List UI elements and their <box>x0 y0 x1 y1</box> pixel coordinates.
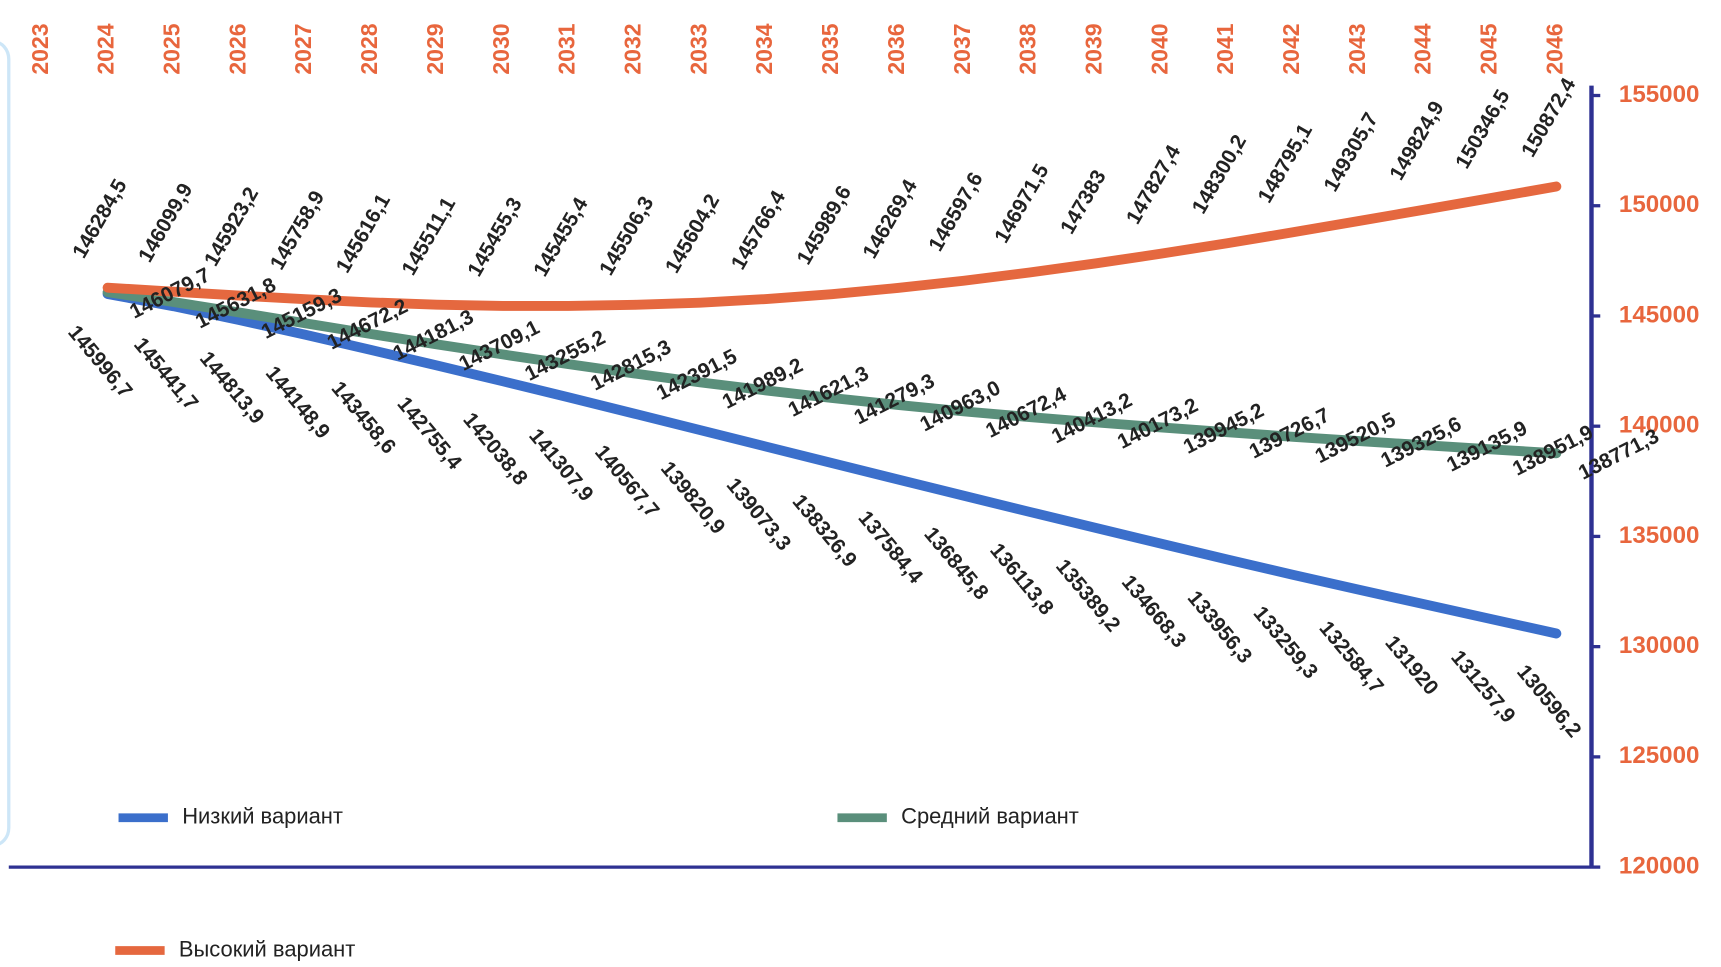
x-tick-label: 2027 <box>290 23 316 74</box>
data-label: 137584,4 <box>854 507 928 589</box>
legend-label: Высокий вариант <box>179 936 355 961</box>
data-label: 145996,7 <box>63 321 137 402</box>
y-tick-label: 125000 <box>1619 742 1700 769</box>
data-label: 145511,1 <box>397 193 460 279</box>
data-label: 145604,2 <box>661 190 724 277</box>
data-label: 146269,4 <box>858 175 922 262</box>
data-label: 150872,4 <box>1517 74 1581 161</box>
x-tick-label: 2034 <box>751 23 777 74</box>
x-tick-label: 2043 <box>1344 23 1370 74</box>
data-label: 130596,2 <box>1512 661 1586 742</box>
y-tick-label: 130000 <box>1619 632 1700 659</box>
x-tick-label: 2029 <box>422 23 448 74</box>
x-tick-label: 2039 <box>1080 23 1106 74</box>
x-tick-label: 2035 <box>817 23 843 74</box>
data-label: 142755,4 <box>393 393 467 475</box>
x-tick-label: 2026 <box>224 23 250 74</box>
y-tick-label: 140000 <box>1619 412 1700 439</box>
x-tick-label: 2044 <box>1410 23 1436 74</box>
data-label: 141307,9 <box>524 424 598 505</box>
data-label: 145441,7 <box>129 333 203 414</box>
data-label: 131257,9 <box>1446 646 1520 727</box>
data-label: 145923,2 <box>200 183 263 270</box>
x-tick-label: 2033 <box>685 23 711 74</box>
x-tick-label: 2028 <box>356 23 382 74</box>
y-tick-label: 155000 <box>1619 81 1700 108</box>
data-label: 145455,4 <box>529 193 593 280</box>
x-tick-label: 2036 <box>883 23 909 74</box>
data-label: 133956,3 <box>1183 587 1257 668</box>
data-label: 139820,9 <box>656 457 730 538</box>
data-label: 135389,2 <box>1051 555 1125 636</box>
frame <box>0 41 11 846</box>
x-tick-label: 2032 <box>619 23 645 74</box>
legend-label: Средний вариант <box>901 804 1079 829</box>
data-label: 145766,4 <box>727 186 791 273</box>
data-label: 136113,8 <box>985 539 1058 620</box>
data-label: 138326,9 <box>788 490 862 571</box>
x-tick-label: 2046 <box>1541 23 1567 74</box>
x-tick-label: 2030 <box>488 23 514 74</box>
y-tick-label: 135000 <box>1619 522 1700 549</box>
x-tick-label: 2041 <box>1212 23 1238 74</box>
data-label: 147827,4 <box>1122 141 1186 228</box>
data-label: 136845,8 <box>919 523 993 604</box>
data-label: 131920 <box>1380 631 1442 699</box>
y-tick-label: 145000 <box>1619 301 1700 328</box>
data-label: 132584,7 <box>1315 617 1389 698</box>
x-tick-label: 2038 <box>1015 23 1041 74</box>
data-label: 146284,5 <box>68 175 132 262</box>
data-label: 145758,9 <box>266 187 329 274</box>
data-label: 144148,9 <box>261 362 335 443</box>
data-label: 149305,7 <box>1319 109 1382 196</box>
y-tick-label: 120000 <box>1619 852 1700 879</box>
x-tick-label: 2037 <box>949 23 975 74</box>
x-tick-label: 2025 <box>159 23 185 74</box>
data-label: 140567,7 <box>590 441 664 522</box>
data-label: 145455,3 <box>463 194 526 281</box>
data-label: 145989,6 <box>793 182 856 269</box>
data-label: 143458,6 <box>327 377 401 458</box>
data-label: 133259,3 <box>1249 602 1323 683</box>
data-label: 139073,3 <box>722 474 796 555</box>
data-label: 145616,1 <box>332 190 396 277</box>
series-line <box>102 289 1562 639</box>
series-line <box>102 181 1562 311</box>
x-tick-label: 2023 <box>27 23 53 74</box>
data-label: 146971,5 <box>990 160 1054 247</box>
data-label: 134668,3 <box>1117 571 1191 652</box>
data-label: 145506,3 <box>595 193 658 280</box>
data-label: 146597,6 <box>924 168 987 255</box>
data-label: 148300,2 <box>1188 131 1251 218</box>
x-tick-label: 2024 <box>93 23 119 74</box>
data-label: 150346,5 <box>1451 85 1515 172</box>
data-label: 144813,9 <box>195 347 269 428</box>
series-line <box>102 287 1562 459</box>
legend-label: Низкий вариант <box>182 804 343 829</box>
x-tick-label: 2045 <box>1476 23 1502 74</box>
x-tick-label: 2040 <box>1146 23 1172 74</box>
data-label: 149824,9 <box>1385 97 1448 184</box>
x-tick-label: 2042 <box>1278 23 1304 74</box>
data-label: 146099,9 <box>134 179 197 266</box>
data-label: 142038,8 <box>458 408 532 489</box>
x-tick-label: 2031 <box>554 23 580 74</box>
y-tick-label: 150000 <box>1619 191 1700 218</box>
data-label: 148795,1 <box>1254 120 1318 207</box>
data-label: 147383 <box>1056 166 1111 238</box>
